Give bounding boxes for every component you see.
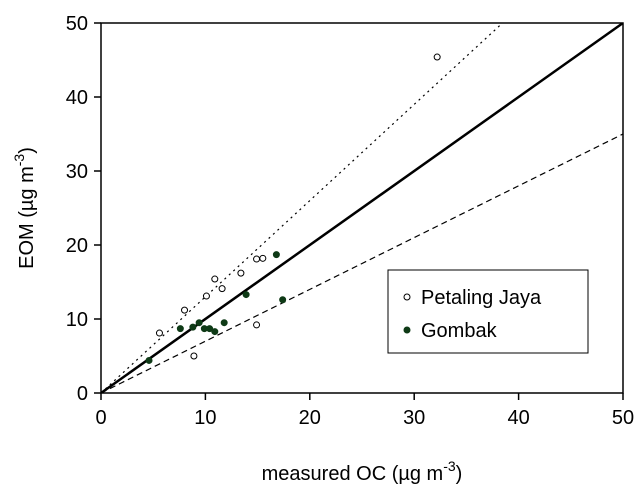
data-point-petaling-jaya <box>259 254 267 262</box>
data-point-petaling-jaya <box>211 275 219 283</box>
y-tick-label: 30 <box>66 161 88 183</box>
x-tick-label: 30 <box>403 407 425 429</box>
reference-line-1-to-1 <box>101 23 623 393</box>
data-point-petaling-jaya <box>190 352 198 360</box>
legend-label-gombak: Gombak <box>421 320 498 342</box>
data-point-petaling-jaya <box>253 255 261 263</box>
y-tick-label: 0 <box>77 383 88 405</box>
legend-marker-gombak <box>403 326 411 334</box>
data-points <box>145 53 441 364</box>
data-point-gombak <box>220 319 228 327</box>
x-axis-ticks: 0 10 20 30 40 50 <box>95 393 634 429</box>
data-point-gombak <box>195 319 203 327</box>
y-axis-ticks: 0 10 20 30 40 50 <box>66 13 101 405</box>
x-tick-label: 0 <box>95 407 106 429</box>
data-point-gombak <box>206 325 214 333</box>
data-point-gombak <box>189 323 197 331</box>
data-point-gombak <box>279 296 287 304</box>
reference-lines <box>101 23 623 393</box>
data-point-petaling-jaya <box>202 292 210 300</box>
data-point-petaling-jaya <box>155 329 163 337</box>
data-point-petaling-jaya <box>253 321 261 329</box>
x-tick-label: 50 <box>612 407 634 429</box>
y-axis-title-end: ) <box>16 147 38 154</box>
data-point-petaling-jaya <box>237 269 245 277</box>
y-axis-title: EOM (µg m-3) <box>11 147 38 269</box>
y-axis-title-main: EOM (µg m <box>16 166 38 269</box>
legend-label-petaling-jaya: Petaling Jaya <box>421 287 542 309</box>
x-tick-label: 10 <box>194 407 216 429</box>
x-tick-label: 20 <box>299 407 321 429</box>
plot-frame <box>100 22 624 394</box>
data-point-gombak <box>145 356 153 364</box>
data-point-gombak <box>272 251 280 259</box>
reference-line-lower <box>101 133 623 393</box>
y-tick-label: 40 <box>66 87 88 109</box>
y-tick-label: 10 <box>66 309 88 331</box>
legend-box <box>387 269 589 354</box>
legend: Petaling Jaya Gombak <box>387 269 589 354</box>
data-point-gombak <box>176 325 184 333</box>
legend-marker-petaling-jaya <box>403 293 411 301</box>
data-point-gombak <box>211 328 219 336</box>
x-axis-title-end: ) <box>456 463 463 485</box>
y-axis-title-superscript: -3 <box>11 154 27 167</box>
y-tick-label: 20 <box>66 235 88 257</box>
x-axis-title: measured OC (µg m-3) <box>262 458 463 485</box>
data-point-gombak <box>242 291 250 299</box>
x-tick-label: 40 <box>507 407 529 429</box>
x-axis-title-main: measured OC (µg m <box>262 463 444 485</box>
data-point-petaling-jaya <box>181 306 189 314</box>
data-point-petaling-jaya <box>433 53 441 61</box>
y-tick-label: 50 <box>66 13 88 35</box>
reference-line-upper <box>101 23 504 393</box>
x-axis-title-superscript: -3 <box>443 458 456 474</box>
data-point-petaling-jaya <box>218 285 226 293</box>
